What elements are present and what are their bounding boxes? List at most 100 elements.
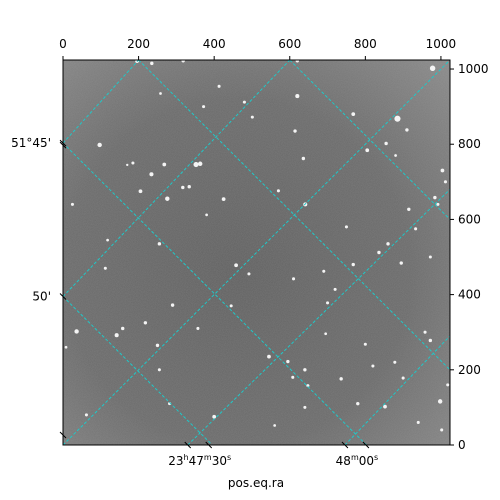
star [440,428,444,432]
star [126,163,129,167]
coordinate-grid [63,60,450,445]
top-tick-label: 600 [278,37,301,51]
star-field [64,60,450,432]
star [394,115,401,122]
star [165,196,170,201]
bottom-tick [184,441,192,449]
left-tick-label: 51°45' [11,136,51,150]
star [212,414,217,419]
star [301,156,306,161]
left-tick [59,141,67,149]
star [197,161,203,166]
star [306,384,310,388]
star [371,364,375,368]
star [121,326,125,331]
star [401,376,405,380]
star [162,162,167,167]
star [324,332,328,336]
star [187,185,191,189]
star [221,197,226,201]
star [247,272,251,276]
star [143,321,148,325]
plot-frame [62,59,451,446]
top-tick-label: 200 [127,37,150,51]
star [193,161,199,168]
star [267,354,271,359]
star [351,262,355,267]
star [416,420,420,424]
star [428,255,432,259]
star [436,202,440,206]
star [363,342,367,346]
star [157,242,162,246]
star [433,195,437,200]
star [322,269,326,273]
right-pixel-axis: 0 200 400 600 800 1000 [450,62,489,452]
right-tick-label: 800 [458,137,481,151]
star [159,92,162,95]
star [149,172,154,177]
bottom-tick [362,441,370,449]
left-tick [59,293,67,300]
star [405,128,409,132]
grid-line [63,296,213,445]
star [74,329,79,334]
star [234,263,238,268]
star [181,185,185,190]
star [429,65,436,71]
star [383,404,387,409]
star [131,161,135,165]
star [326,301,330,305]
star [273,424,277,427]
star [250,115,254,119]
star [394,154,397,157]
star [196,326,200,330]
right-tick-label: 1000 [458,62,489,76]
left-dec-axis: 51°45' 50' [11,136,67,439]
star [70,202,74,206]
bottom-ra-axis: 23h47m30s 48m00s [168,441,379,468]
star [229,304,233,308]
star [217,84,221,88]
star [303,368,307,372]
top-tick-label: 800 [354,37,377,51]
top-pixel-axis: 0 200 400 600 800 1000 [59,37,456,60]
star [150,61,154,66]
star [440,168,445,173]
grid-line [138,60,450,371]
star [295,60,300,63]
bottom-tick-label: 48m00s [336,453,379,468]
star [344,225,348,229]
star [428,338,433,343]
grid-line [187,188,450,445]
star [292,277,296,281]
bottom-tick [341,441,349,449]
star [407,207,411,211]
star [170,303,175,307]
star [393,360,397,364]
star [242,100,246,104]
star [84,413,88,417]
star [423,330,427,334]
star [386,242,390,246]
top-tick-label: 0 [59,37,67,51]
grid-line [63,60,139,144]
star [64,345,68,349]
star [114,333,119,338]
star [295,94,300,99]
star [384,141,388,146]
star [157,368,161,372]
grid-line [63,60,450,445]
sky-image [63,60,450,445]
grid-line [289,60,450,220]
star [303,405,307,409]
bottom-tick [205,441,213,449]
grid-line [63,142,367,445]
star [443,180,447,184]
star [356,401,360,406]
star [437,399,443,404]
star [97,142,102,148]
left-tick-label: 50' [32,289,51,303]
star [181,60,185,63]
